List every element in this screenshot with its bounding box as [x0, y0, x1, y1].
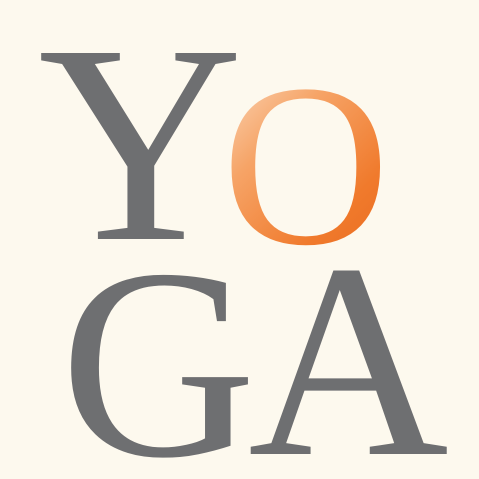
- logo-letter-o: O: [222, 37, 390, 294]
- logo-letter-a: A: [248, 207, 449, 479]
- logo-letter-y: Y: [38, 0, 244, 301]
- logo-letter-g: G: [60, 213, 257, 479]
